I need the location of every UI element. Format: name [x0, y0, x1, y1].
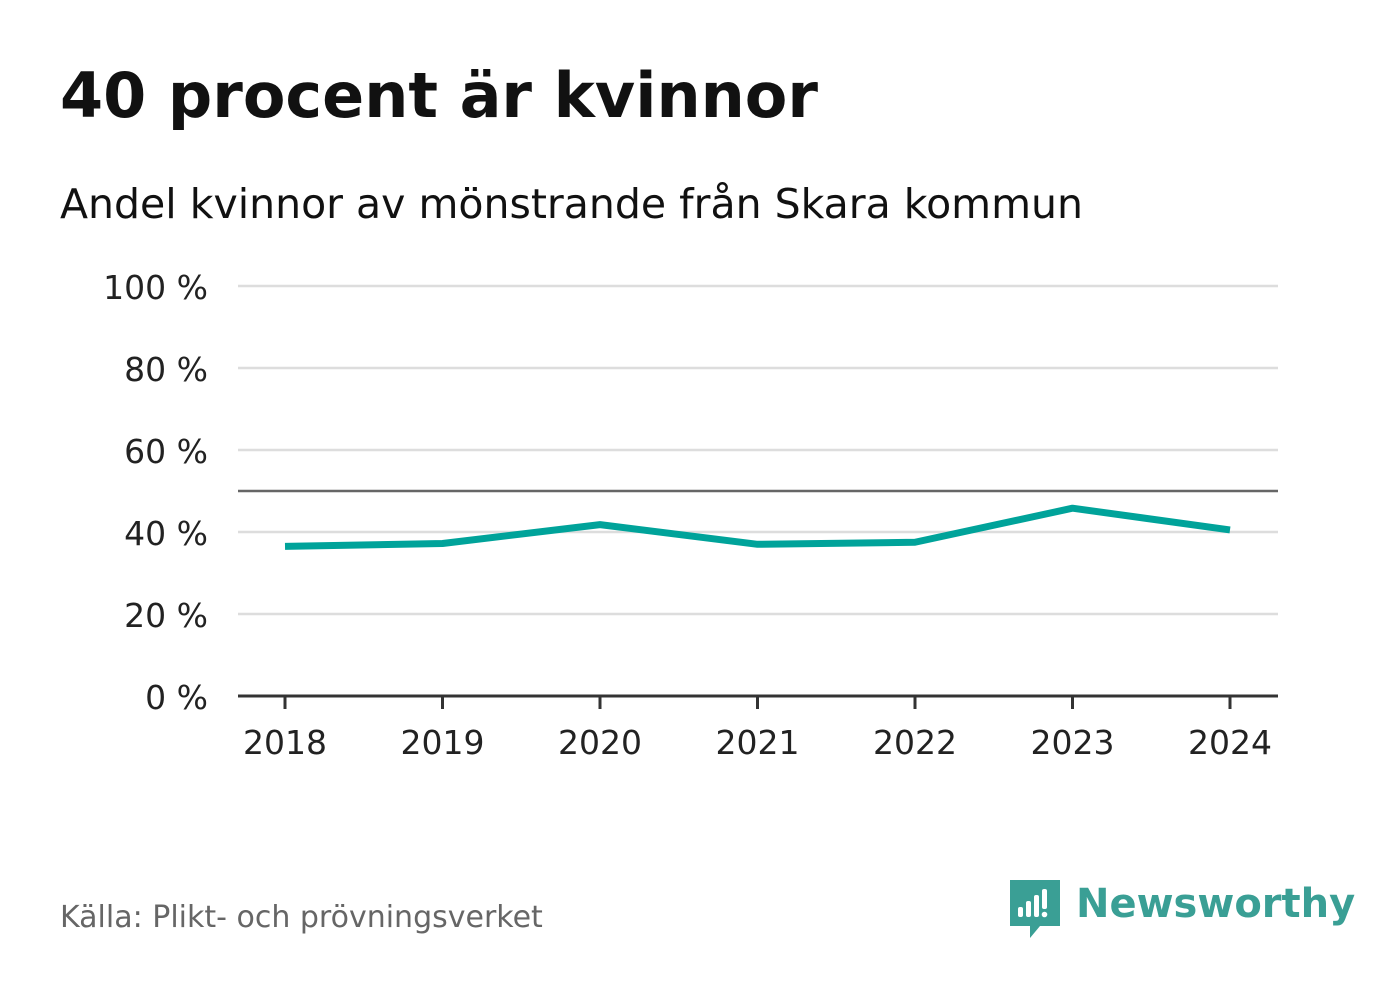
newsworthy-logo-icon	[1010, 880, 1060, 938]
y-tick-label: 60 %	[124, 432, 208, 471]
brand-name: Newsworthy	[1076, 881, 1356, 927]
x-axis	[238, 694, 1278, 709]
x-tick-label: 2021	[716, 723, 800, 762]
y-axis-labels: 0 % 20 % 40 % 60 % 80 % 100 %	[103, 268, 208, 717]
series-line	[284, 504, 1231, 550]
x-tick-label: 2023	[1031, 723, 1115, 762]
x-tick-label: 2024	[1188, 723, 1272, 762]
y-tick-label: 100 %	[103, 268, 208, 307]
x-tick-label: 2022	[873, 723, 957, 762]
gridlines	[238, 284, 1278, 616]
x-tick-label: 2020	[558, 723, 642, 762]
y-tick-label: 80 %	[124, 350, 208, 389]
series-group	[284, 504, 1231, 550]
x-axis-labels: 2018 2019 2020 2021 2022 2023 2024	[243, 723, 1272, 762]
y-tick-label: 0 %	[145, 678, 208, 717]
source-note: Källa: Plikt- och prövningsverket	[60, 900, 543, 935]
x-tick-label: 2019	[401, 723, 485, 762]
chart-subtitle: Andel kvinnor av mönstrande från Skara k…	[60, 180, 1083, 228]
x-tick-label: 2018	[243, 723, 327, 762]
y-tick-label: 20 %	[124, 596, 208, 635]
brand-logo: Newsworthy	[1010, 880, 1355, 940]
y-tick-label: 40 %	[124, 514, 208, 553]
chart-title: 40 procent är kvinnor	[60, 59, 818, 132]
